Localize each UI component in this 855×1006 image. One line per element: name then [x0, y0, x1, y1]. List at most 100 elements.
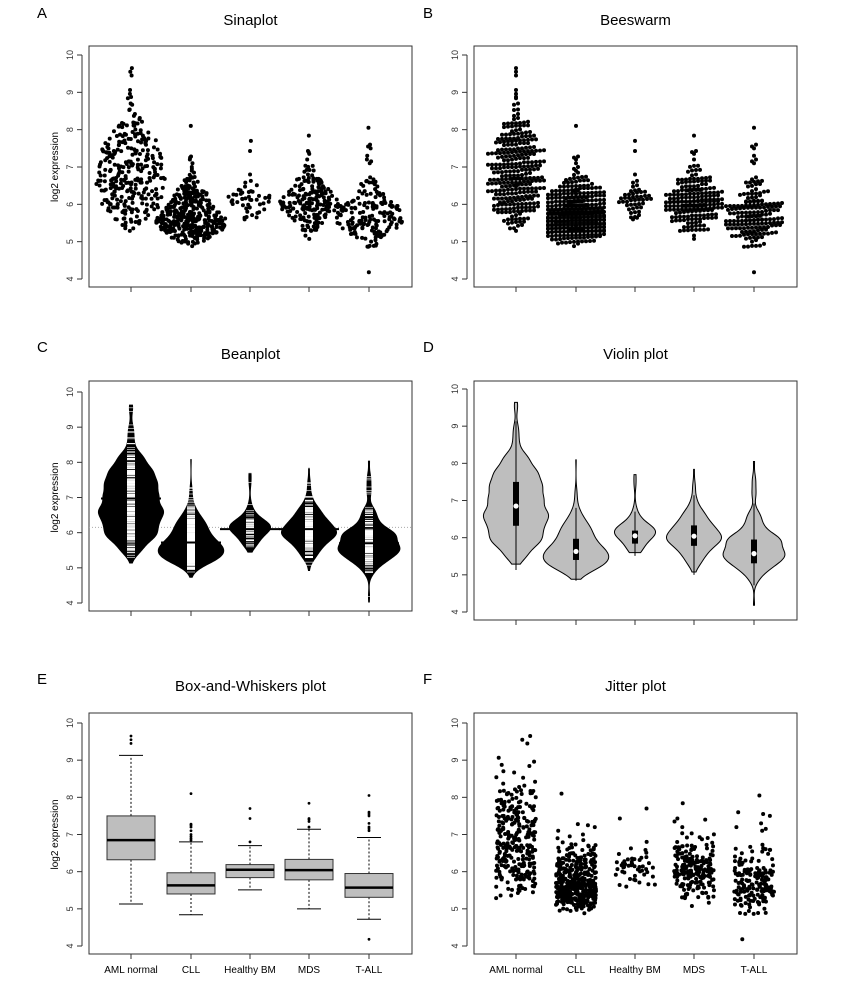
- y-tick-label: 7: [450, 164, 460, 169]
- data-point: [248, 172, 253, 177]
- data-point: [107, 136, 112, 141]
- data-point: [118, 199, 123, 204]
- data-point: [692, 846, 697, 851]
- data-point: [772, 208, 776, 213]
- data-point: [748, 218, 752, 223]
- data-point: [494, 151, 498, 156]
- data-point: [508, 806, 513, 811]
- data-point: [196, 217, 201, 222]
- data-point: [353, 231, 358, 236]
- data-point: [187, 172, 192, 177]
- data-point: [308, 228, 313, 233]
- data-point: [550, 226, 554, 231]
- data-point: [506, 199, 510, 204]
- data-point: [625, 857, 630, 862]
- data-point: [238, 191, 243, 196]
- data-point: [188, 202, 193, 207]
- data-point: [676, 177, 680, 182]
- data-point: [512, 169, 516, 174]
- data-point: [708, 858, 713, 863]
- data-point: [576, 154, 580, 159]
- data-point: [520, 737, 525, 742]
- data-point: [149, 196, 154, 201]
- data-point: [534, 137, 538, 142]
- data-point: [558, 188, 562, 193]
- data-point: [530, 819, 535, 824]
- data-point: [497, 850, 502, 855]
- data-point: [528, 176, 532, 181]
- data-point: [502, 188, 506, 193]
- data-point: [512, 810, 517, 815]
- data-point: [519, 843, 524, 848]
- data-point: [310, 190, 315, 195]
- data-point: [312, 212, 317, 217]
- data-point: [637, 880, 642, 885]
- data-point: [675, 878, 680, 883]
- data-point: [694, 213, 698, 218]
- data-point: [526, 141, 530, 146]
- data-point: [506, 165, 510, 170]
- group-aml-normal: [494, 734, 538, 901]
- data-point: [528, 167, 532, 172]
- data-point: [522, 160, 526, 165]
- data-point: [664, 192, 668, 197]
- data-point: [533, 779, 538, 784]
- data-point: [193, 224, 198, 229]
- data-point: [194, 206, 199, 211]
- data-point: [756, 221, 760, 226]
- data-point: [695, 867, 700, 872]
- data-point: [202, 218, 207, 223]
- data-point: [526, 831, 531, 836]
- data-point: [105, 200, 110, 205]
- data-point: [203, 232, 208, 237]
- data-point: [366, 125, 371, 130]
- data-point: [374, 222, 379, 227]
- group-healthy-bm: [613, 474, 657, 556]
- data-point: [155, 196, 160, 201]
- data-point: [708, 862, 713, 867]
- data-point: [533, 816, 538, 821]
- data-point: [508, 132, 512, 137]
- data-point: [191, 180, 196, 185]
- outlier-point: [189, 822, 193, 826]
- data-point: [486, 162, 490, 167]
- data-point: [500, 196, 504, 201]
- data-point: [694, 217, 698, 222]
- data-point: [728, 211, 732, 216]
- data-point: [740, 210, 744, 215]
- data-point: [562, 214, 566, 219]
- data-point: [494, 140, 498, 145]
- data-point: [538, 163, 542, 168]
- data-point: [770, 857, 775, 862]
- data-point: [699, 863, 704, 868]
- data-point: [117, 169, 122, 174]
- outlier-point: [129, 734, 133, 738]
- data-point: [564, 240, 568, 245]
- data-point: [532, 208, 536, 213]
- data-point: [123, 226, 128, 231]
- data-point: [690, 227, 694, 232]
- data-point: [514, 66, 518, 71]
- data-point: [532, 876, 537, 881]
- data-point: [334, 197, 339, 202]
- data-point: [581, 838, 586, 843]
- data-point: [514, 187, 518, 192]
- outlier-point: [367, 825, 371, 829]
- data-point: [602, 190, 606, 195]
- data-point: [694, 876, 699, 881]
- data-point: [691, 888, 696, 893]
- data-point: [744, 200, 748, 205]
- data-point: [622, 870, 627, 875]
- data-point: [512, 153, 516, 158]
- data-point: [752, 229, 756, 234]
- data-point: [192, 194, 197, 199]
- outlier-point: [367, 794, 371, 797]
- data-point: [720, 197, 724, 202]
- y-tick-label: 9: [65, 758, 75, 763]
- y-axis-label: log2 expression: [50, 462, 61, 532]
- data-point: [582, 225, 586, 230]
- data-point: [117, 166, 122, 171]
- data-point: [752, 213, 756, 218]
- data-point: [682, 876, 687, 881]
